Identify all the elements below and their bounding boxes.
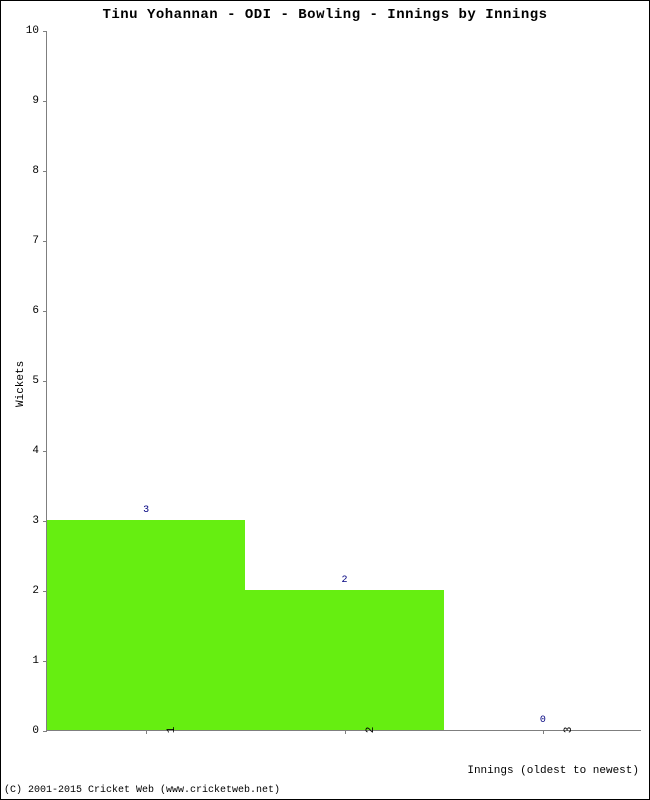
chart-container: Tinu Yohannan - ODI - Bowling - Innings … (0, 0, 650, 800)
ytick-label: 5 (32, 375, 47, 387)
ytick-label: 1 (32, 655, 47, 667)
y-axis-label: Wickets (15, 361, 27, 407)
xtick-label: 2 (345, 727, 377, 734)
ytick-label: 2 (32, 585, 47, 597)
ytick-label: 4 (32, 445, 47, 457)
xtick-label: 3 (543, 727, 575, 734)
ytick-label: 10 (26, 25, 47, 37)
xtick-label: 1 (146, 727, 178, 734)
bar-value-label: 3 (143, 505, 149, 516)
ytick-label: 7 (32, 235, 47, 247)
plot-area: 012345678910312203 (46, 31, 641, 731)
ytick-label: 0 (32, 725, 47, 737)
ytick-label: 9 (32, 95, 47, 107)
copyright-text: (C) 2001-2015 Cricket Web (www.cricketwe… (4, 785, 280, 796)
ytick-label: 6 (32, 305, 47, 317)
x-axis-label: Innings (oldest to newest) (467, 765, 639, 777)
bar (47, 520, 245, 730)
ytick-label: 3 (32, 515, 47, 527)
ytick-label: 8 (32, 165, 47, 177)
bar (245, 590, 443, 730)
bar-value-label: 0 (540, 715, 546, 726)
bar-value-label: 2 (341, 575, 347, 586)
chart-title: Tinu Yohannan - ODI - Bowling - Innings … (1, 7, 649, 23)
